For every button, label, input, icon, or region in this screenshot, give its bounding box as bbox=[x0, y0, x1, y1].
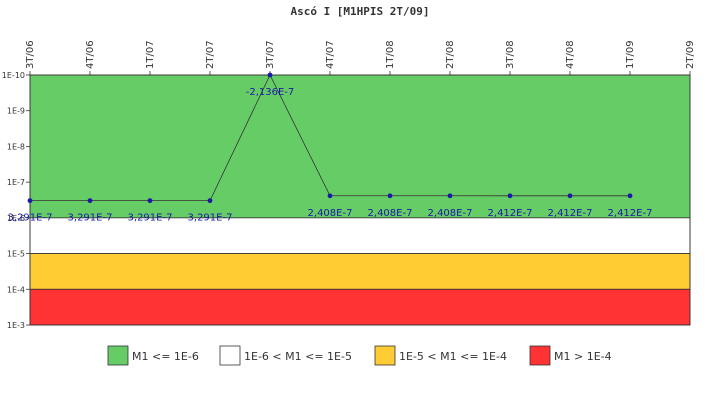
y-tick-label: 1E-5 bbox=[7, 250, 25, 259]
x-tick-label: 1T/07 bbox=[145, 40, 156, 69]
data-label: -2,136E-7 bbox=[246, 87, 295, 98]
band-0 bbox=[29, 74, 691, 219]
legend-swatch bbox=[529, 345, 551, 366]
data-label: 3,291E-7 bbox=[8, 213, 53, 224]
x-tick-label: 4T/07 bbox=[325, 40, 336, 69]
data-label: 2,408E-7 bbox=[368, 208, 413, 219]
x-tick-label: 3T/08 bbox=[505, 40, 516, 69]
x-tick-label: 4T/06 bbox=[85, 40, 96, 69]
y-axis: 1E-10 1E-9 1E-8 1E-7 1E-6 1E-5 1E-4 1E-3 bbox=[2, 71, 30, 330]
data-point bbox=[207, 198, 213, 204]
y-tick-label: 1E-10 bbox=[2, 71, 25, 80]
data-point bbox=[447, 193, 453, 199]
x-tick-label: 4T/08 bbox=[565, 40, 576, 69]
data-label: 2,412E-7 bbox=[608, 208, 653, 219]
data-label: 3,291E-7 bbox=[128, 213, 173, 224]
series-line bbox=[27, 72, 633, 204]
x-tick-label: 2T/08 bbox=[445, 40, 456, 69]
x-tick-label: 3T/06 bbox=[25, 40, 36, 69]
data-point bbox=[87, 198, 93, 204]
y-tick-label: 1E-4 bbox=[7, 285, 25, 294]
data-point bbox=[147, 198, 153, 204]
x-tick-label: 1T/08 bbox=[385, 40, 396, 69]
x-tick-label: 1T/09 bbox=[625, 40, 636, 69]
band-2 bbox=[29, 253, 691, 290]
legend-label: 1E-5 < M1 <= 1E-4 bbox=[399, 350, 507, 363]
legend-label: M1 > 1E-4 bbox=[554, 350, 612, 363]
y-tick-label: 1E-8 bbox=[7, 142, 25, 151]
data-label: 2,408E-7 bbox=[428, 208, 473, 219]
y-tick-label: 1E-7 bbox=[7, 178, 25, 187]
x-tick-label: 3T/07 bbox=[265, 40, 276, 69]
y-tick-label: 1E-9 bbox=[7, 107, 25, 116]
legend-label: M1 <= 1E-6 bbox=[132, 350, 199, 363]
band-1 bbox=[29, 217, 691, 254]
y-tick-label: 1E-3 bbox=[7, 321, 25, 330]
legend-swatch bbox=[374, 345, 396, 366]
band-3 bbox=[29, 288, 691, 326]
data-label: 3,291E-7 bbox=[68, 213, 113, 224]
data-point bbox=[627, 193, 633, 199]
data-labels: 3,291E-7 3,291E-7 3,291E-7 3,291E-7 -2,136E-… bbox=[8, 87, 653, 224]
data-point bbox=[267, 72, 273, 78]
legend-swatch bbox=[219, 345, 241, 366]
x-tick-label: 2T/07 bbox=[205, 40, 216, 69]
data-point bbox=[507, 193, 513, 199]
data-point bbox=[387, 193, 393, 199]
data-label: 2,412E-7 bbox=[488, 208, 533, 219]
data-point bbox=[27, 198, 33, 204]
risk-bands bbox=[29, 74, 691, 326]
x-tick-label: 2T/09 bbox=[685, 40, 696, 69]
legend-label: 1E-6 < M1 <= 1E-5 bbox=[244, 350, 352, 363]
data-point bbox=[567, 193, 573, 199]
data-point bbox=[327, 193, 333, 199]
legend: M1 <= 1E-6 1E-6 < M1 <= 1E-5 1E-5 < M1 <= … bbox=[107, 345, 612, 366]
data-label: 2,408E-7 bbox=[308, 208, 353, 219]
legend-swatch bbox=[107, 345, 129, 366]
y-tick-label: 1E-6 bbox=[7, 214, 25, 223]
chart-title: Ascó I [M1HPIS 2T/09] bbox=[290, 5, 429, 18]
data-label: 3,291E-7 bbox=[188, 213, 233, 224]
data-label: 2,412E-7 bbox=[548, 208, 593, 219]
x-axis: 3T/06 4T/06 1T/07 2T/07 3T/07 4T/07 1T/08 2T/08… bbox=[25, 40, 696, 75]
